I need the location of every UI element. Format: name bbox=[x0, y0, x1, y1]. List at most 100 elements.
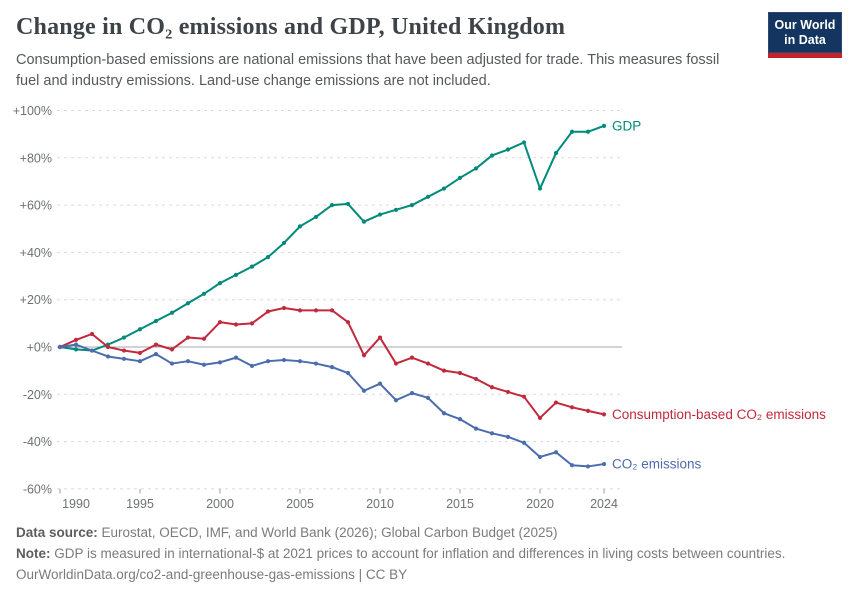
data-point-co2 bbox=[441, 411, 447, 416]
data-point-consumption-co2 bbox=[361, 353, 367, 358]
data-point-gdp bbox=[457, 175, 463, 181]
data-point-consumption-co2 bbox=[169, 347, 175, 352]
data-point-consumption-co2 bbox=[425, 361, 431, 366]
note-label: Note: bbox=[16, 546, 51, 561]
data-point-consumption-co2 bbox=[601, 412, 607, 417]
data-point-consumption-co2 bbox=[297, 308, 303, 313]
license-line: OurWorldinData.org/co2-and-greenhouse-ga… bbox=[16, 567, 408, 582]
data-point-gdp bbox=[153, 318, 159, 324]
series-gdp: GDP bbox=[57, 118, 641, 353]
data-point-co2 bbox=[457, 417, 463, 422]
data-point-gdp bbox=[569, 129, 575, 134]
data-point-consumption-co2 bbox=[537, 415, 543, 421]
x-tick-label: 2020 bbox=[526, 497, 554, 511]
data-point-co2 bbox=[249, 363, 255, 369]
x-tick-label: 1990 bbox=[62, 497, 90, 511]
data-point-gdp bbox=[521, 140, 527, 145]
data-point-co2 bbox=[585, 464, 591, 469]
data-point-gdp bbox=[537, 186, 543, 191]
data-point-co2 bbox=[89, 348, 95, 353]
data-point-consumption-co2 bbox=[105, 344, 111, 350]
data-point-gdp bbox=[601, 123, 607, 128]
data-point-co2 bbox=[169, 361, 175, 366]
data-point-gdp bbox=[329, 203, 335, 208]
data-point-co2 bbox=[265, 359, 271, 364]
data-point-co2 bbox=[569, 463, 575, 468]
data-point-co2 bbox=[137, 359, 143, 364]
data-point-gdp bbox=[489, 153, 495, 158]
data-point-gdp bbox=[249, 264, 255, 269]
data-point-gdp bbox=[137, 327, 143, 332]
data-point-co2 bbox=[553, 450, 559, 455]
owid-logo[interactable]: Our World in Data bbox=[768, 12, 842, 58]
data-point-co2 bbox=[425, 395, 431, 400]
y-tick-label: +100% bbox=[13, 104, 52, 118]
y-tick-label: +40% bbox=[20, 246, 52, 260]
owid-logo-line1: Our World bbox=[774, 18, 836, 33]
data-point-consumption-co2 bbox=[89, 331, 95, 337]
data-point-consumption-co2 bbox=[313, 308, 319, 313]
x-tick-label: 2000 bbox=[206, 497, 234, 511]
data-point-co2 bbox=[105, 354, 111, 359]
chart-footer: Data source: Eurostat, OECD, IMF, and Wo… bbox=[16, 522, 836, 585]
data-point-consumption-co2 bbox=[137, 350, 143, 356]
data-point-consumption-co2 bbox=[441, 368, 447, 373]
page-title: Change in CO₂ emissions and GDP, United … bbox=[16, 14, 566, 40]
x-tick-label: 2005 bbox=[286, 497, 314, 511]
data-point-consumption-co2 bbox=[265, 309, 271, 314]
series-label-consumption-co2: Consumption-based CO₂ emissions bbox=[612, 407, 826, 422]
data-point-co2 bbox=[505, 434, 511, 439]
data-point-co2 bbox=[393, 398, 399, 403]
series-label-co2: CO₂ emissions bbox=[612, 457, 702, 472]
data-point-consumption-co2 bbox=[393, 361, 399, 366]
data-point-co2 bbox=[537, 454, 543, 460]
data-point-co2 bbox=[201, 362, 207, 367]
y-tick-label: +80% bbox=[20, 151, 52, 165]
data-point-co2 bbox=[489, 431, 495, 436]
data-point-consumption-co2 bbox=[409, 355, 415, 360]
line-chart: +100% +80% +60% +40% +20% +0% -20% -40% -60% 1990… bbox=[0, 95, 850, 515]
data-point-gdp bbox=[441, 186, 447, 191]
data-source-text: Eurostat, OECD, IMF, and World Bank (202… bbox=[97, 525, 558, 540]
data-point-consumption-co2 bbox=[377, 335, 383, 340]
data-point-consumption-co2 bbox=[473, 376, 479, 382]
data-point-gdp bbox=[585, 129, 591, 134]
data-point-consumption-co2 bbox=[233, 322, 239, 327]
data-point-gdp bbox=[345, 201, 351, 207]
data-point-consumption-co2 bbox=[201, 336, 207, 341]
data-point-consumption-co2 bbox=[329, 308, 335, 313]
data-point-consumption-co2 bbox=[217, 320, 223, 325]
y-tick-label: +0% bbox=[27, 341, 52, 355]
data-point-co2 bbox=[377, 381, 383, 386]
x-tick-label: 2024 bbox=[590, 497, 618, 511]
data-point-gdp bbox=[505, 147, 511, 152]
data-point-gdp bbox=[281, 240, 287, 246]
y-tick-label: -20% bbox=[23, 388, 52, 402]
data-point-gdp bbox=[73, 347, 79, 352]
data-point-co2 bbox=[521, 440, 527, 445]
data-point-gdp bbox=[393, 207, 399, 212]
data-point-gdp bbox=[361, 219, 367, 224]
y-tick-label: +20% bbox=[20, 293, 52, 307]
data-point-co2 bbox=[153, 351, 159, 357]
data-point-consumption-co2 bbox=[521, 394, 527, 399]
data-point-gdp bbox=[217, 281, 223, 286]
chart-svg: +100% +80% +60% +40% +20% +0% -20% -40% -60% 1990… bbox=[13, 104, 826, 511]
series-co2: CO₂ emissions bbox=[57, 342, 702, 472]
data-point-gdp bbox=[553, 150, 559, 156]
note-text: GDP is measured in international-$ at 20… bbox=[50, 546, 786, 561]
chart-subtitle: Consumption-based emissions are national… bbox=[16, 52, 720, 90]
x-tick-label: 2015 bbox=[446, 497, 474, 511]
data-point-consumption-co2 bbox=[281, 305, 287, 311]
owid-logo-line2: in Data bbox=[784, 32, 826, 47]
data-point-gdp bbox=[169, 310, 175, 315]
x-axis: 1990 1995 2000 2005 2010 2015 2020 2024 bbox=[59, 488, 618, 511]
data-point-consumption-co2 bbox=[345, 320, 351, 325]
data-point-co2 bbox=[329, 365, 335, 370]
data-point-consumption-co2 bbox=[553, 400, 559, 405]
data-point-gdp bbox=[473, 166, 479, 171]
series-consumption-co2: Consumption-based CO₂ emissions bbox=[57, 305, 826, 422]
y-tick-label: -40% bbox=[23, 435, 52, 449]
data-point-co2 bbox=[297, 359, 303, 364]
data-point-gdp bbox=[185, 301, 191, 306]
